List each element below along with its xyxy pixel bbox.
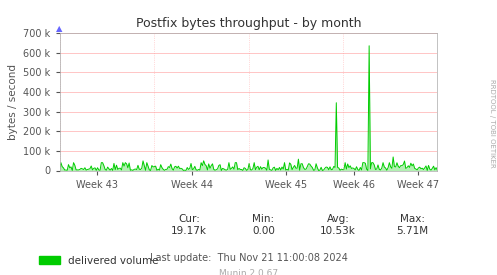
Text: Cur:
19.17k: Cur: 19.17k <box>171 214 207 236</box>
Text: Munin 2.0.67: Munin 2.0.67 <box>219 270 278 275</box>
Text: Last update:  Thu Nov 21 11:00:08 2024: Last update: Thu Nov 21 11:00:08 2024 <box>150 253 347 263</box>
Y-axis label: bytes / second: bytes / second <box>8 64 18 140</box>
Text: RRDTOOL / TOBI OETIKER: RRDTOOL / TOBI OETIKER <box>489 79 495 168</box>
Title: Postfix bytes throughput - by month: Postfix bytes throughput - by month <box>136 17 361 31</box>
Text: Max:
5.71M: Max: 5.71M <box>397 214 428 236</box>
Legend: delivered volume: delivered volume <box>35 251 163 270</box>
Text: Min:
0.00: Min: 0.00 <box>252 214 275 236</box>
Text: ▲: ▲ <box>56 24 63 33</box>
Text: Avg:
10.53k: Avg: 10.53k <box>320 214 356 236</box>
